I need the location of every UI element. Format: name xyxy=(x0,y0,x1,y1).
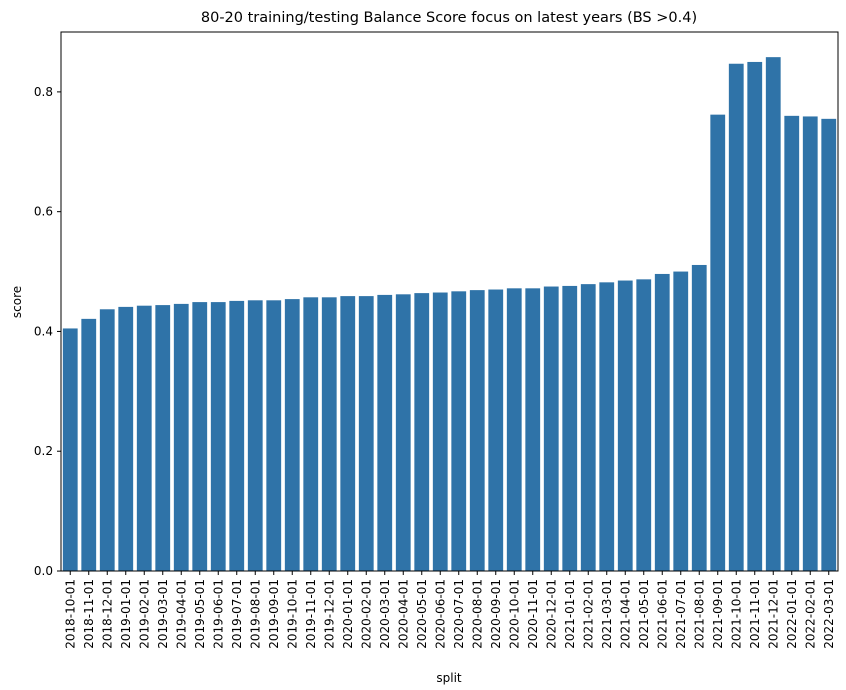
x-tick-label: 2019-12-01 xyxy=(322,579,336,649)
bar-2019-01-01 xyxy=(118,306,134,571)
x-tick-label: 2020-07-01 xyxy=(452,579,466,649)
bar-2020-10-01 xyxy=(506,288,522,571)
x-tick-label: 2022-02-01 xyxy=(803,579,817,649)
bar-2021-08-01 xyxy=(691,264,707,571)
x-tick-label: 2018-10-01 xyxy=(63,579,77,649)
chart-title: 80-20 training/testing Balance Score foc… xyxy=(201,10,697,26)
x-tick-label: 2020-03-01 xyxy=(378,579,392,649)
bar-2021-09-01 xyxy=(710,114,726,571)
x-tick-label: 2021-02-01 xyxy=(581,579,595,649)
x-tick-label: 2020-09-01 xyxy=(489,579,503,649)
x-tick-label: 2019-09-01 xyxy=(267,579,281,649)
x-tick-label: 2020-06-01 xyxy=(433,579,447,649)
x-tick-label: 2020-11-01 xyxy=(526,579,540,649)
bar-2022-02-01 xyxy=(802,116,818,572)
bar-2020-07-01 xyxy=(451,291,467,571)
bar-2019-03-01 xyxy=(155,305,171,571)
bar-2021-11-01 xyxy=(747,61,763,571)
bar-2018-11-01 xyxy=(81,318,97,571)
x-tick-label: 2020-01-01 xyxy=(341,579,355,649)
y-tick-label: 0.2 xyxy=(34,444,53,458)
x-tick-label: 2022-03-01 xyxy=(822,579,836,649)
x-tick-label: 2021-10-01 xyxy=(729,579,743,649)
bar-2020-12-01 xyxy=(543,286,559,571)
x-tick-label: 2021-08-01 xyxy=(692,579,706,649)
x-tick-label: 2022-01-01 xyxy=(785,579,799,649)
bar-2021-12-01 xyxy=(765,57,781,572)
x-tick-label: 2021-01-01 xyxy=(563,579,577,649)
bar-2019-12-01 xyxy=(321,297,337,571)
bar-2021-05-01 xyxy=(636,279,652,571)
x-tick-label: 2021-11-01 xyxy=(748,579,762,649)
x-tick-label: 2019-10-01 xyxy=(285,579,299,649)
bar-2021-03-01 xyxy=(599,282,615,571)
y-axis: 0.0 0.2 0.4 0.6 0.8 xyxy=(34,85,61,578)
x-tick-label: 2019-04-01 xyxy=(174,579,188,649)
x-tick-label: 2021-05-01 xyxy=(637,579,651,649)
y-axis-label: score xyxy=(10,286,24,318)
x-tick-label: 2021-07-01 xyxy=(674,579,688,649)
bar-2020-08-01 xyxy=(469,290,485,571)
bar-2019-04-01 xyxy=(173,303,189,571)
bar-2018-10-01 xyxy=(62,328,78,571)
x-axis-label: split xyxy=(436,671,462,685)
bar-2021-07-01 xyxy=(673,271,689,571)
bar-2019-07-01 xyxy=(229,300,245,571)
bar-2022-03-01 xyxy=(821,118,837,571)
y-tick-label: 0.6 xyxy=(34,205,53,219)
x-tick-label: 2021-03-01 xyxy=(600,579,614,649)
bar-2020-09-01 xyxy=(488,289,504,571)
x-tick-label: 2021-09-01 xyxy=(711,579,725,649)
x-tick-label: 2021-04-01 xyxy=(618,579,632,649)
bar-2020-05-01 xyxy=(414,293,430,571)
bar-2021-06-01 xyxy=(654,273,670,571)
bar-2020-06-01 xyxy=(432,292,448,571)
bar-2018-12-01 xyxy=(99,309,115,571)
bar-2020-03-01 xyxy=(377,294,393,571)
x-tick-label: 2020-05-01 xyxy=(415,579,429,649)
y-tick-label: 0.8 xyxy=(34,85,53,99)
x-tick-label: 2020-04-01 xyxy=(396,579,410,649)
x-tick-label: 2019-05-01 xyxy=(193,579,207,649)
bar-2019-06-01 xyxy=(210,302,226,571)
x-tick-label: 2019-03-01 xyxy=(156,579,170,649)
bar-2019-09-01 xyxy=(266,300,282,571)
bar-2021-02-01 xyxy=(580,284,596,571)
x-tick-label: 2021-06-01 xyxy=(655,579,669,649)
x-tick-label: 2019-02-01 xyxy=(137,579,151,649)
x-tick-label: 2019-01-01 xyxy=(119,579,133,649)
y-tick-label: 0.0 xyxy=(34,564,53,578)
x-tick-label: 2020-12-01 xyxy=(544,579,558,649)
x-tick-label: 2019-11-01 xyxy=(304,579,318,649)
bar-2021-10-01 xyxy=(728,63,744,571)
bar-2020-02-01 xyxy=(358,296,374,571)
x-tick-label: 2019-06-01 xyxy=(211,579,225,649)
x-tick-label: 2021-12-01 xyxy=(766,579,780,649)
bars-group xyxy=(62,57,837,572)
bar-2019-05-01 xyxy=(192,302,208,571)
x-tick-label: 2019-08-01 xyxy=(248,579,262,649)
bar-2019-10-01 xyxy=(284,299,300,571)
x-tick-label: 2020-08-01 xyxy=(470,579,484,649)
bar-2020-11-01 xyxy=(525,288,541,571)
bar-2019-02-01 xyxy=(136,305,152,571)
y-tick-label: 0.4 xyxy=(34,324,53,338)
plot-frame xyxy=(60,31,839,572)
x-tick-label: 2018-11-01 xyxy=(82,579,96,649)
x-tick-label: 2020-10-01 xyxy=(507,579,521,649)
x-tick-label: 2020-02-01 xyxy=(359,579,373,649)
bar-2019-08-01 xyxy=(247,300,263,571)
bar-2021-04-01 xyxy=(617,280,633,571)
bar-2020-04-01 xyxy=(395,294,411,571)
bar-2019-11-01 xyxy=(303,297,319,571)
bar-2022-01-01 xyxy=(784,115,800,571)
bar-2021-01-01 xyxy=(562,285,578,571)
x-tick-label: 2018-12-01 xyxy=(100,579,114,649)
x-tick-label: 2019-07-01 xyxy=(230,579,244,649)
bar-2020-01-01 xyxy=(340,296,356,571)
x-axis: 2018-10-01 2018-11-01 2018-12-01 2019-01-01… xyxy=(63,571,836,649)
